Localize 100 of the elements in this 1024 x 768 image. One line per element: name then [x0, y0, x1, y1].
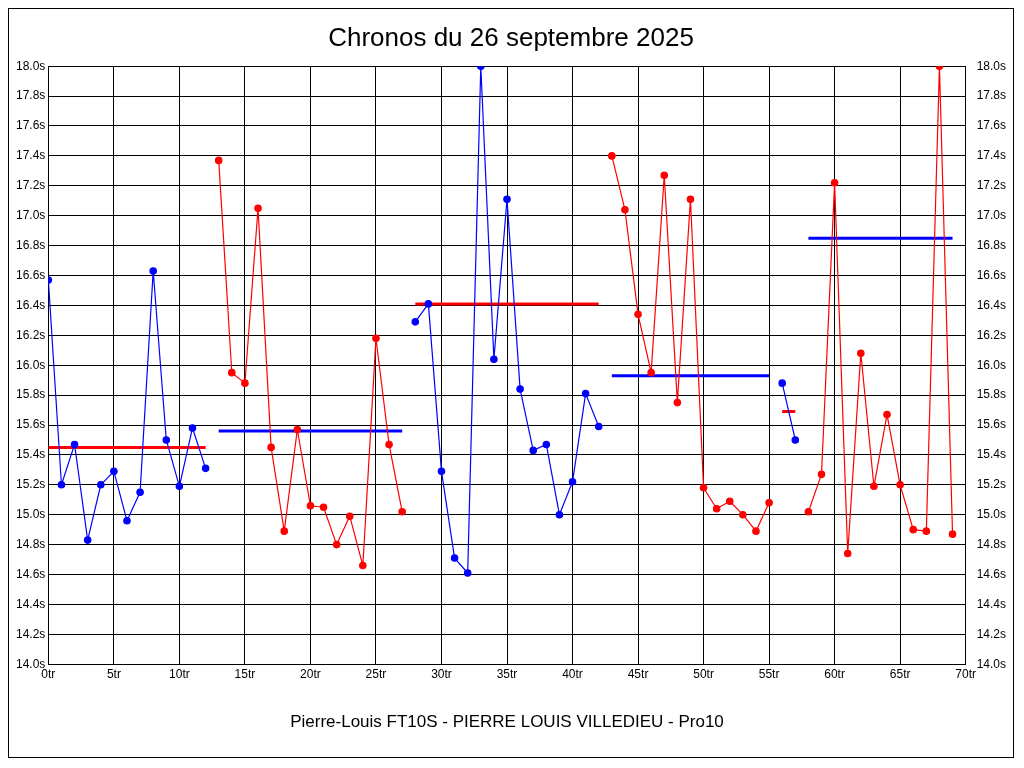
- point: [817, 470, 826, 479]
- point: [739, 510, 747, 519]
- y2-tick-label: 17.4s: [976, 148, 1006, 163]
- point: [804, 507, 813, 516]
- point: [136, 488, 144, 497]
- x-tick-label: 65tr: [889, 666, 911, 681]
- x-tick-label: 15tr: [234, 666, 256, 681]
- y-tick-label: 17.4s: [16, 148, 46, 163]
- point: [214, 156, 223, 165]
- point: [660, 171, 669, 180]
- point: [201, 464, 210, 473]
- y-tick-label: 17.6s: [16, 118, 46, 133]
- point: [411, 318, 420, 326]
- point: [608, 152, 616, 160]
- point: [267, 443, 275, 452]
- point: [857, 349, 865, 358]
- point: [673, 398, 682, 407]
- point: [228, 368, 236, 377]
- point: [162, 436, 171, 444]
- point: [909, 525, 918, 534]
- x-tick-label: 70tr: [955, 666, 976, 681]
- y2-tick-label: 17.8s: [976, 88, 1006, 103]
- point: [712, 504, 721, 513]
- point: [765, 498, 773, 507]
- point: [332, 540, 341, 549]
- point: [490, 355, 498, 364]
- y-tick-label: 15.0s: [16, 507, 46, 522]
- y-tick-label: 17.8s: [16, 88, 46, 103]
- point: [503, 195, 511, 204]
- y2-tick-label: 16.6s: [976, 267, 1006, 282]
- point: [398, 507, 406, 516]
- x-tick-label: 35tr: [496, 666, 518, 681]
- point: [359, 561, 367, 570]
- y2-tick-label: 14.0s: [976, 656, 1006, 671]
- point: [306, 501, 315, 510]
- point: [57, 481, 66, 489]
- point: [634, 310, 642, 319]
- point: [725, 497, 734, 506]
- y-tick-label: 14.2s: [16, 626, 46, 641]
- y2-tick-label: 16.8s: [976, 237, 1006, 252]
- y2-tick-label: 17.2s: [976, 178, 1006, 193]
- point: [254, 204, 262, 213]
- point: [372, 334, 380, 343]
- y-tick-label: 14.4s: [16, 596, 46, 611]
- chart-title: Chronos du 26 septembre 2025: [328, 21, 694, 52]
- point: [843, 549, 852, 558]
- point: [896, 481, 904, 489]
- point: [463, 569, 472, 577]
- point: [529, 446, 538, 455]
- y2-tick-label: 17.6s: [976, 118, 1006, 133]
- x-tick-label: 5tr: [106, 666, 121, 681]
- y-tick-label: 18.0s: [16, 58, 46, 73]
- y2-tick-label: 15.2s: [976, 477, 1006, 492]
- y-tick-label: 16.6s: [16, 267, 46, 282]
- x-tick-label: 55tr: [758, 666, 780, 681]
- y-tick-label: 15.8s: [16, 387, 46, 402]
- point: [280, 527, 289, 535]
- point: [791, 436, 800, 444]
- y2-tick-label: 15.8s: [976, 387, 1006, 402]
- y2-tick-label: 14.8s: [976, 536, 1006, 551]
- point: [450, 554, 459, 562]
- y-tick-label: 14.6s: [16, 566, 46, 581]
- point: [188, 424, 197, 432]
- y2-tick-label: 17.0s: [976, 208, 1006, 223]
- point: [345, 512, 354, 520]
- point: [241, 379, 249, 387]
- point: [385, 440, 393, 449]
- point: [123, 516, 131, 525]
- y-tick-label: 17.2s: [16, 178, 46, 193]
- point: [922, 527, 931, 535]
- y-tick-label: 16.8s: [16, 237, 46, 252]
- point: [568, 478, 577, 486]
- point: [149, 267, 157, 275]
- x-tick-label: 45tr: [627, 666, 649, 681]
- point: [647, 368, 655, 377]
- x-tick-label: 20tr: [300, 666, 321, 681]
- y-tick-label: 15.2s: [16, 477, 46, 492]
- point: [319, 503, 328, 512]
- point: [621, 205, 629, 214]
- point: [424, 300, 433, 308]
- y2-tick-label: 18.0s: [976, 58, 1006, 73]
- y2-tick-label: 14.2s: [976, 626, 1006, 641]
- point: [830, 179, 839, 187]
- point: [778, 379, 786, 387]
- point: [581, 389, 590, 398]
- point: [293, 425, 302, 434]
- point: [96, 481, 105, 489]
- y-tick-label: 15.4s: [16, 447, 46, 462]
- point: [870, 482, 878, 491]
- point: [555, 510, 564, 519]
- y2-tick-label: 14.6s: [976, 566, 1006, 581]
- y-tick-label: 14.8s: [16, 536, 46, 551]
- y2-tick-label: 15.6s: [976, 417, 1006, 432]
- y-tick-label: 16.2s: [16, 327, 46, 342]
- point: [516, 385, 524, 393]
- y-tick-label: 17.0s: [16, 208, 46, 223]
- y2-tick-label: 16.0s: [976, 357, 1006, 372]
- y-tick-label: 16.4s: [16, 297, 46, 312]
- point: [83, 536, 92, 544]
- point: [699, 483, 708, 492]
